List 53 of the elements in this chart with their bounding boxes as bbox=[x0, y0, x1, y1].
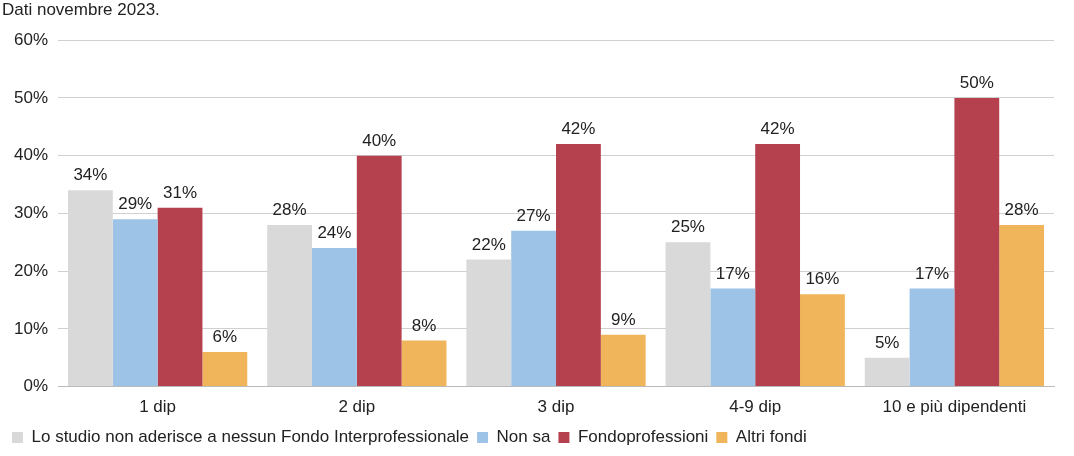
bar bbox=[954, 97, 1000, 387]
data-label: 24% bbox=[317, 223, 352, 243]
legend-label: Non sa bbox=[496, 427, 551, 447]
bar bbox=[202, 351, 248, 387]
data-label: 28% bbox=[272, 200, 307, 220]
data-label: 16% bbox=[805, 269, 840, 289]
data-label: 27% bbox=[516, 205, 551, 225]
data-label: 29% bbox=[118, 194, 153, 214]
y-tick-label: 0% bbox=[23, 376, 49, 396]
bar bbox=[112, 219, 158, 387]
y-tick-label: 10% bbox=[13, 318, 49, 338]
bar bbox=[864, 357, 910, 387]
bar bbox=[356, 155, 402, 387]
bar bbox=[401, 340, 447, 387]
legend-label: Lo studio non aderisce a nessun Fondo Interprofessionale bbox=[31, 427, 470, 447]
y-tick-label: 50% bbox=[13, 87, 49, 107]
data-label: 9% bbox=[610, 309, 636, 329]
bar bbox=[909, 288, 955, 387]
bar bbox=[755, 144, 801, 387]
bar bbox=[556, 144, 601, 387]
x-tick-label: 2 dip bbox=[338, 397, 376, 417]
data-label: 28% bbox=[1004, 200, 1039, 220]
data-label: 42% bbox=[561, 119, 596, 139]
y-tick-label: 60% bbox=[13, 29, 49, 49]
x-tick-label: 3 dip bbox=[537, 397, 575, 417]
bar bbox=[999, 224, 1045, 387]
legend-label: Altri fondi bbox=[735, 427, 807, 447]
data-label: 42% bbox=[760, 119, 795, 139]
bar bbox=[710, 288, 756, 387]
data-label: 5% bbox=[874, 332, 900, 352]
bar bbox=[600, 334, 646, 387]
data-label: 40% bbox=[362, 130, 397, 150]
data-label: 34% bbox=[73, 165, 108, 185]
data-label: 22% bbox=[471, 234, 506, 254]
x-tick-label: 10 e più dipendenti bbox=[882, 397, 1027, 417]
x-tick-label: 4-9 dip bbox=[729, 397, 782, 417]
x-tick-label: 1 dip bbox=[139, 397, 177, 417]
data-label: 17% bbox=[715, 263, 750, 283]
data-label: 50% bbox=[959, 73, 994, 93]
bar bbox=[511, 230, 557, 387]
y-tick-label: 40% bbox=[13, 145, 49, 165]
data-label: 31% bbox=[163, 182, 198, 202]
y-tick-label: 20% bbox=[13, 260, 49, 280]
data-label: 8% bbox=[411, 315, 437, 335]
bar bbox=[157, 207, 203, 387]
chart-subtitle: Dati novembre 2023. bbox=[2, 0, 160, 20]
data-label: 17% bbox=[914, 263, 950, 283]
bar bbox=[312, 248, 357, 387]
data-label: 6% bbox=[212, 327, 238, 347]
y-tick-label: 30% bbox=[13, 203, 49, 223]
legend-label: Fondoprofessioni bbox=[577, 427, 709, 447]
bar bbox=[800, 294, 845, 387]
data-label: 25% bbox=[670, 217, 705, 237]
